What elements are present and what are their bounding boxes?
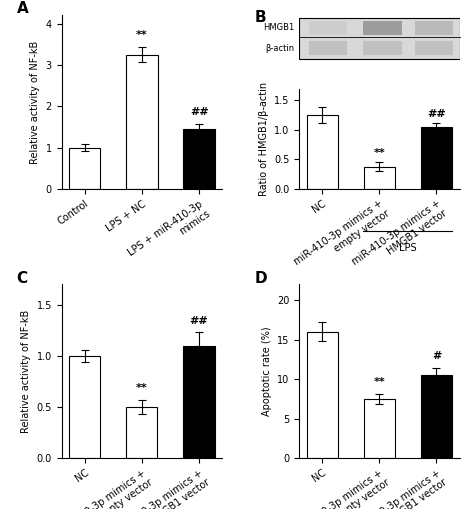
- Bar: [309, 21, 347, 35]
- Text: C: C: [17, 271, 28, 286]
- Text: HMGB1: HMGB1: [263, 23, 294, 32]
- FancyBboxPatch shape: [299, 17, 460, 59]
- Bar: [69, 148, 100, 189]
- Text: ##: ##: [190, 316, 208, 326]
- Bar: [126, 407, 157, 458]
- Text: LPS: LPS: [399, 243, 417, 253]
- Bar: [364, 399, 395, 458]
- Y-axis label: Relative activity of NF-kB: Relative activity of NF-kB: [30, 41, 40, 164]
- Y-axis label: Apoptotic rate (%): Apoptotic rate (%): [262, 326, 272, 416]
- Bar: [183, 346, 215, 458]
- Text: ##: ##: [190, 107, 209, 117]
- Bar: [364, 41, 402, 55]
- Bar: [307, 115, 338, 189]
- Text: **: **: [374, 148, 385, 158]
- Text: D: D: [254, 271, 267, 286]
- Bar: [415, 41, 453, 55]
- Bar: [421, 127, 452, 189]
- Bar: [364, 21, 402, 35]
- Text: #: #: [432, 351, 441, 361]
- Text: **: **: [136, 30, 148, 40]
- Y-axis label: Ratio of HMGB1/β-actin: Ratio of HMGB1/β-actin: [259, 82, 269, 196]
- Bar: [307, 332, 338, 458]
- Y-axis label: Relative activity of NF-kB: Relative activity of NF-kB: [21, 309, 31, 433]
- Bar: [364, 166, 395, 189]
- Bar: [126, 54, 158, 189]
- Bar: [415, 21, 453, 35]
- Text: ##: ##: [427, 109, 446, 119]
- Bar: [69, 356, 100, 458]
- Text: **: **: [136, 383, 147, 393]
- Bar: [309, 41, 347, 55]
- Bar: [421, 375, 452, 458]
- Text: **: **: [374, 377, 385, 387]
- Bar: [183, 129, 215, 189]
- Text: B: B: [254, 10, 266, 25]
- Text: A: A: [17, 2, 28, 16]
- Text: β-actin: β-actin: [265, 44, 294, 53]
